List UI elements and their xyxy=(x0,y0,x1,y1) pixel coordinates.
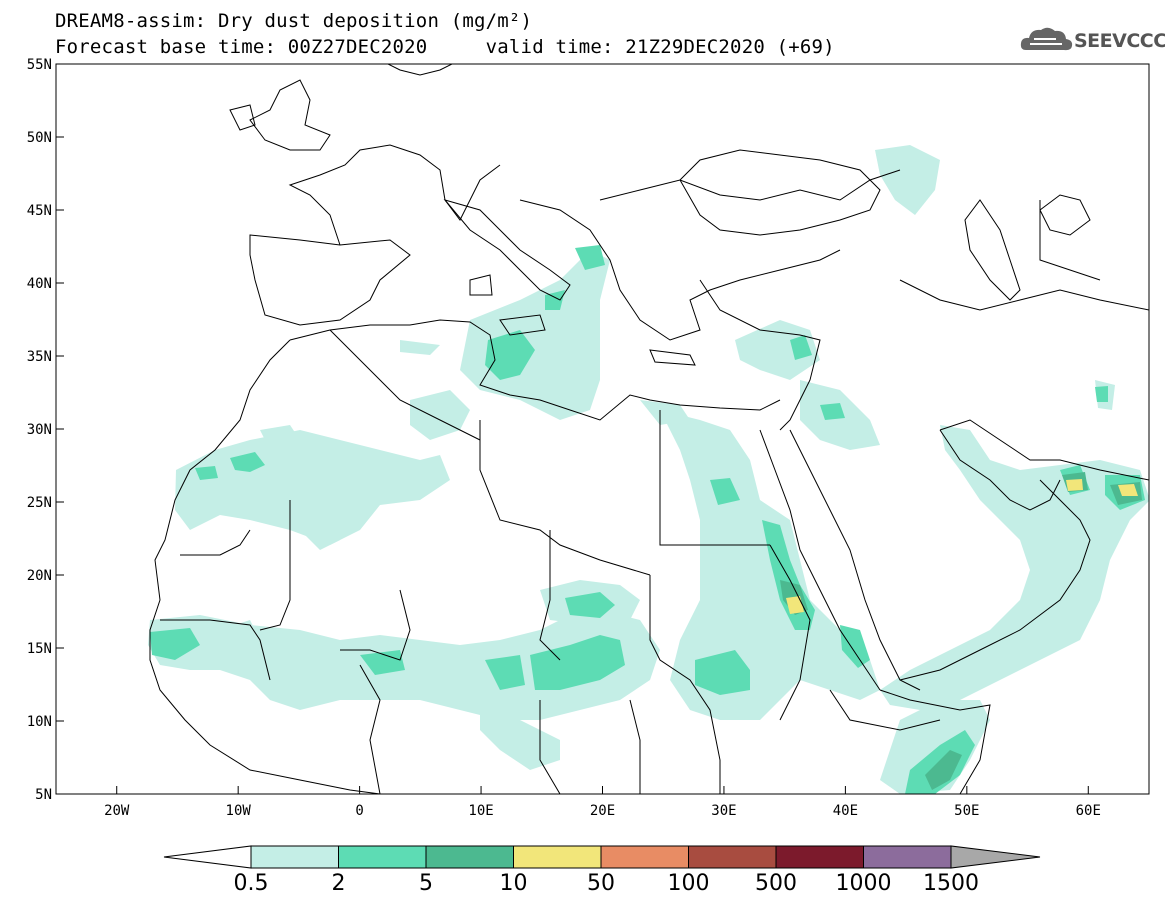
lon-tick-label: 50E xyxy=(954,803,979,819)
lon-tick-label: 60E xyxy=(1076,803,1101,819)
lon-tick-label: 0 xyxy=(355,803,363,819)
forecast-times: Forecast base time: 00Z27DEC2020 valid t… xyxy=(55,36,835,58)
logo-text: SEEVCCC xyxy=(1074,30,1165,52)
lat-tick-label: 55N xyxy=(27,57,52,73)
lon-tick-label: 10W xyxy=(226,803,252,819)
colorbar-label: 50 xyxy=(587,871,615,896)
lat-tick-label: 10N xyxy=(27,714,52,730)
lon-tick-label: 40E xyxy=(833,803,858,819)
seevccc-logo: SEEVCCC xyxy=(1018,22,1165,58)
lat-tick-label: 45N xyxy=(27,203,52,219)
lon-tick-label: 30E xyxy=(711,803,736,819)
colorbar-segment xyxy=(863,845,952,869)
lon-tick-label: 20E xyxy=(590,803,615,819)
lat-tick-label: 25N xyxy=(27,495,52,511)
dust-level-0.5-2 xyxy=(148,145,1149,794)
colorbar-segment xyxy=(250,845,339,869)
dust-level-10-50 xyxy=(786,479,1138,614)
lon-tick-label: 10E xyxy=(468,803,493,819)
colorbar-label: 0.5 xyxy=(234,871,269,896)
colorbar-label: 5 xyxy=(419,871,433,896)
colorbar-label: 10 xyxy=(500,871,528,896)
lon-tick-label: 20W xyxy=(104,803,130,819)
colorbar-label: 1000 xyxy=(836,871,892,896)
colorbar-left-arrow xyxy=(163,845,252,869)
lat-tick-label: 40N xyxy=(27,276,52,292)
colorbar-label: 500 xyxy=(755,871,797,896)
colorbar-segment xyxy=(338,845,427,869)
colorbar-segment xyxy=(600,845,689,869)
colorbar: 0.5 2 5 10 50 100 500 1000 1500 xyxy=(163,845,1041,896)
colorbar-right-arrow xyxy=(950,845,1041,869)
colorbar-label: 100 xyxy=(668,871,710,896)
lat-tick-label: 35N xyxy=(27,349,52,365)
colorbar-label: 2 xyxy=(332,871,346,896)
dust-deposition-field xyxy=(148,145,1149,794)
colorbar-segment xyxy=(775,845,864,869)
lat-tick-label: 20N xyxy=(27,568,52,584)
lat-tick-label: 15N xyxy=(27,641,52,657)
chart-title: DREAM8-assim: Dry dust deposition (mg/m²… xyxy=(55,10,533,32)
colorbar-segment xyxy=(425,845,514,869)
colorbar-segment xyxy=(513,845,602,869)
longitude-labels: 20W 10W 0 10E 20E 30E 40E 50E 60E xyxy=(104,786,1101,819)
colorbar-label: 1500 xyxy=(923,871,979,896)
lat-tick-label: 5N xyxy=(35,787,52,803)
cloud-icon xyxy=(1020,27,1073,51)
lat-tick-label: 30N xyxy=(27,422,52,438)
colorbar-segment xyxy=(688,845,777,869)
latitude-labels: 55N 50N 45N 40N 35N 30N 25N 20N 15N 10N 5N xyxy=(27,57,64,803)
lat-tick-label: 50N xyxy=(27,130,52,146)
coastlines-borders xyxy=(149,64,1149,794)
